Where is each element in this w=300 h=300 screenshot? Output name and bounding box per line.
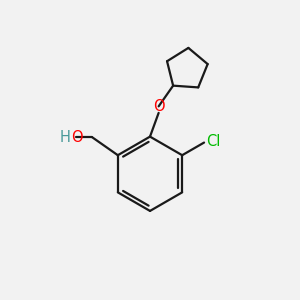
Text: O: O [71, 130, 82, 145]
Text: H: H [59, 130, 70, 145]
Text: Cl: Cl [206, 134, 220, 148]
Text: O: O [153, 99, 164, 114]
